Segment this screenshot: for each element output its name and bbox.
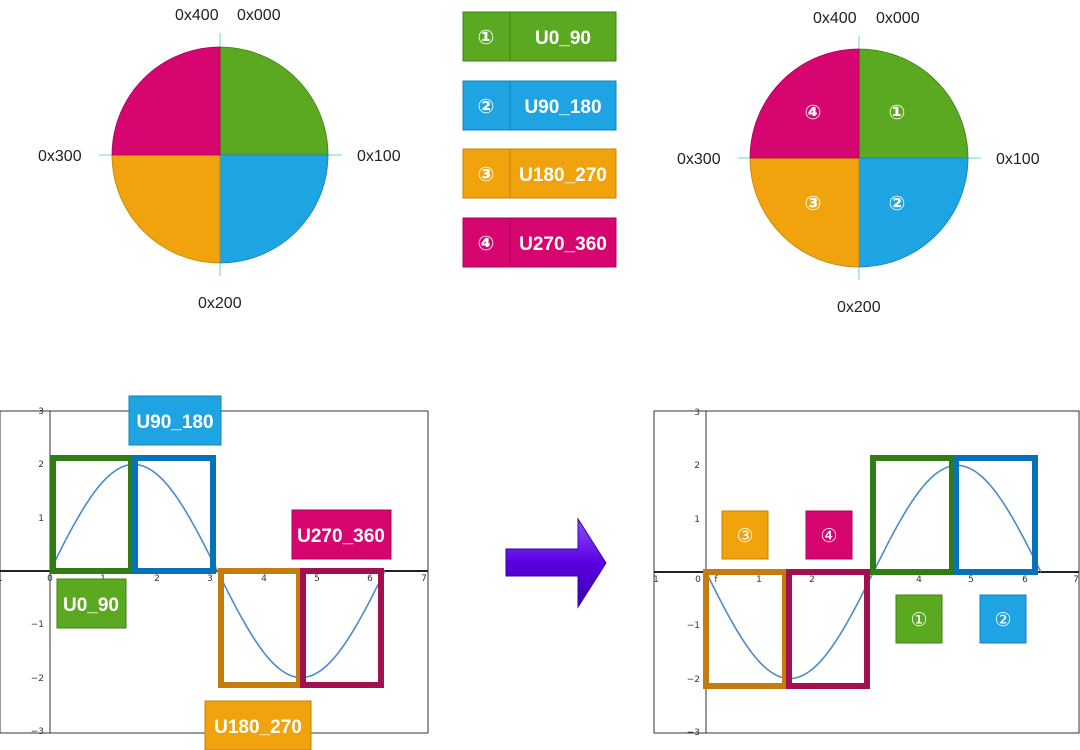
left-label-0x300: 0x300 <box>38 148 82 165</box>
x-tick-label: 7 <box>421 574 427 584</box>
right-quadrant-3 <box>749 157 860 268</box>
right-label-0x200: 0x200 <box>837 299 881 316</box>
y-tick-label: −3 <box>31 727 44 737</box>
right-quadrant-number-3: ③ <box>805 191 822 215</box>
left-plot-label-u180-270: U180_270 <box>204 700 312 750</box>
left-box-u270-360 <box>300 568 384 688</box>
right-circle: ① ② ③ ④ 0x400 0x000 0x100 0x300 0x200 <box>677 10 1040 316</box>
badge-number: ④ <box>820 525 837 547</box>
y-tick-label: 3 <box>694 408 700 418</box>
y-tick-label: 2 <box>694 461 700 471</box>
x-tick-label: 0 <box>695 575 701 585</box>
legend-label: U270_360 <box>519 234 607 255</box>
right-plot-y-ticks: 3 2 1 −1 −2 −3 <box>687 408 700 738</box>
left-box-u180-270 <box>218 568 302 688</box>
right-label-0x100: 0x100 <box>996 151 1040 168</box>
right-label-0x400: 0x400 <box>813 10 857 27</box>
badge-number: ② <box>994 609 1011 631</box>
legend-item-u0-90: ① U0_90 <box>462 11 617 62</box>
x-tick-label: 1 <box>653 575 659 585</box>
left-label-0x000: 0x000 <box>237 7 281 24</box>
legend-item-u180-270: ③ U180_270 <box>462 148 617 199</box>
right-plot: 1 0 f 1 2 4 5 6 7 3 2 1 −1 −2 −3 ③ ④ ① ② <box>653 408 1080 738</box>
left-box-u0-90 <box>50 455 134 574</box>
left-plot-label-u90-180: U90_180 <box>128 395 222 446</box>
x-tick-label: 2 <box>154 574 160 584</box>
left-plot-label-u0-90: U0_90 <box>56 578 127 629</box>
left-plot-label-u270-360: U270_360 <box>291 509 392 560</box>
x-tick-label: 4 <box>261 574 267 584</box>
label-text: U0_90 <box>63 595 119 616</box>
left-quadrant-3 <box>111 154 221 264</box>
x-tick-label: f <box>714 575 718 585</box>
y-tick-label: −3 <box>687 728 700 738</box>
y-tick-label: −1 <box>31 620 44 630</box>
right-quadrant-4 <box>749 48 860 159</box>
right-quadrant-number-2: ② <box>889 191 906 215</box>
legend-label: U0_90 <box>535 28 591 49</box>
y-tick-label: 3 <box>38 407 44 417</box>
right-plot-badge-4: ④ <box>805 510 853 560</box>
x-tick-label: 5 <box>314 574 320 584</box>
x-tick-label: 3 <box>207 574 213 584</box>
right-label-0x300: 0x300 <box>677 151 721 168</box>
transform-arrow <box>505 517 607 609</box>
x-tick-label: 7 <box>1073 575 1079 585</box>
left-label-0x200: 0x200 <box>198 295 242 312</box>
legend-label: U180_270 <box>519 165 607 186</box>
x-tick-label: 6 <box>367 574 373 584</box>
right-plot-badge-1: ① <box>895 594 943 644</box>
left-quadrant-1 <box>219 46 329 156</box>
y-tick-label: 1 <box>694 515 700 525</box>
right-box-u0-90 <box>870 455 955 575</box>
y-tick-label: −1 <box>687 621 700 631</box>
right-plot-badge-3: ③ <box>721 510 769 560</box>
right-box-u180-270 <box>703 569 788 689</box>
label-text: U90_180 <box>136 412 213 433</box>
left-plot-sine-curve <box>49 463 386 679</box>
x-tick-label: 0 <box>47 574 53 584</box>
left-box-u90-180 <box>132 455 216 574</box>
left-label-0x100: 0x100 <box>357 148 401 165</box>
left-quadrant-4 <box>111 46 221 156</box>
y-tick-label: −2 <box>687 675 700 685</box>
badge-number: ① <box>910 609 927 631</box>
x-tick-label: 1 <box>0 574 3 584</box>
left-plot: 1 0 1 2 3 4 5 6 7 3 2 1 −1 −2 −3 U90_180 U0_90 U270_3… <box>0 395 429 750</box>
label-text: U180_270 <box>214 717 302 738</box>
y-tick-label: 1 <box>38 514 44 524</box>
left-plot-y-ticks: 3 2 1 −1 −2 −3 <box>31 407 44 737</box>
x-tick-label: 6 <box>1022 575 1028 585</box>
legend-item-u270-360: ④ U270_360 <box>462 217 617 268</box>
right-quadrant-1 <box>858 48 969 159</box>
right-quadrant-2 <box>858 157 969 268</box>
legend-number: ③ <box>478 162 495 186</box>
x-tick-label: 2 <box>809 575 815 585</box>
left-label-0x400: 0x400 <box>175 7 219 24</box>
x-tick-label: 4 <box>916 575 922 585</box>
legend-label: U90_180 <box>524 97 601 118</box>
y-tick-label: −2 <box>31 674 44 684</box>
right-label-0x000: 0x000 <box>876 10 920 27</box>
legend-number: ① <box>478 25 495 49</box>
left-circle: 0x400 0x000 0x100 0x300 0x200 <box>38 7 401 312</box>
right-quadrant-number-4: ④ <box>805 100 822 124</box>
x-tick-label: 1 <box>756 575 762 585</box>
legend-item-u90-180: ② U90_180 <box>462 80 617 131</box>
right-plot-x-ticks: 1 0 f 1 2 4 5 6 7 <box>653 575 1079 585</box>
right-quadrant-number-1: ① <box>889 100 906 124</box>
badge-number: ③ <box>736 525 753 547</box>
right-box-u90-180 <box>953 455 1038 575</box>
x-tick-label: 5 <box>968 575 974 585</box>
legend: ① U0_90 ② U90_180 ③ U180_270 ④ U270_360 <box>462 11 617 268</box>
legend-number: ④ <box>478 231 495 255</box>
legend-number: ② <box>478 94 495 118</box>
left-quadrant-2 <box>219 154 329 264</box>
right-plot-badge-2: ② <box>979 594 1027 644</box>
right-box-u270-360 <box>786 569 870 689</box>
label-text: U270_360 <box>297 526 385 547</box>
y-tick-label: 2 <box>38 460 44 470</box>
